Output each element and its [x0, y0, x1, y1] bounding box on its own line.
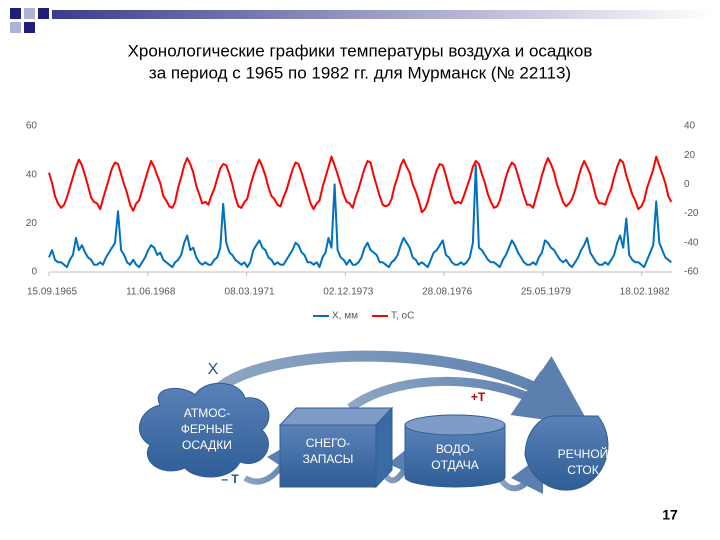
- x-tick-label: 08.03.1971: [225, 287, 275, 298]
- cloud-node: [139, 382, 270, 478]
- node-label: АТМОС-: [184, 406, 230, 420]
- chart: 0 20 40 60 -60 -40 -20 0 20 40 15.09.1965 11.06.196…: [26, 121, 699, 322]
- y2-tick-label: 0: [684, 179, 690, 190]
- series-line: [48, 155, 673, 214]
- decoration: [10, 8, 712, 33]
- plus-t-label: +Т: [471, 390, 486, 404]
- flow-arrow: [347, 370, 571, 424]
- legend-label: X, мм: [332, 311, 358, 322]
- y2-tick-label: -60: [684, 267, 699, 278]
- diagram: X +Т – Т АТМОС- ФЕРНЫЕ ОСАДКИ СНЕГО- ЗАП…: [139, 350, 609, 495]
- y-tick-label: 60: [26, 121, 38, 132]
- node-label: СНЕГО-: [306, 436, 351, 450]
- title-line: за период с 1965 по 1982 гг. для Мурманс…: [149, 63, 571, 82]
- y2-tick-label: -40: [684, 237, 699, 248]
- node-label: СТОК: [567, 463, 598, 477]
- node-label: ФЕРНЫЕ: [181, 422, 233, 436]
- cylinder-top: [404, 414, 506, 436]
- x-tick-label: 15.09.1965: [27, 287, 77, 298]
- x-tick-label: 25.05.1979: [521, 287, 571, 298]
- x-tick-label: 11.06.1968: [126, 287, 176, 298]
- node-label: ВОДО-: [436, 442, 474, 456]
- node-label: ЗАПАСЫ: [303, 452, 354, 466]
- flow-arrow: [497, 453, 544, 495]
- flow-arrow: [211, 350, 588, 421]
- y-tick-label: 40: [26, 169, 38, 180]
- cube-top: [278, 407, 394, 426]
- x-tick-label: 28.08.1976: [422, 287, 472, 298]
- cylinder-body: [404, 425, 506, 488]
- y2-tick-label: 40: [684, 121, 696, 132]
- y-tick-label: 0: [31, 267, 37, 278]
- legend-label: T, oC: [391, 311, 414, 322]
- node-label: ОТДАЧА: [431, 458, 478, 472]
- page-number: 17: [662, 507, 678, 523]
- x-label: X: [208, 361, 219, 378]
- river-node: [524, 415, 609, 491]
- x-tick-label: 18.02.1982: [620, 287, 670, 298]
- cube-front: [279, 424, 377, 488]
- series-line: [48, 163, 672, 269]
- title-line: Хронологические графики температуры возд…: [128, 41, 593, 60]
- y-tick-label: 20: [26, 218, 38, 229]
- y2-tick-label: -20: [684, 208, 699, 219]
- minus-t-label: – Т: [221, 472, 239, 486]
- node-label: РЕЧНОЙ: [558, 446, 609, 461]
- x-tick-label: 02.12.1973: [323, 287, 373, 298]
- node-label: ОСАДКИ: [182, 438, 232, 452]
- y2-tick-label: 20: [684, 150, 696, 161]
